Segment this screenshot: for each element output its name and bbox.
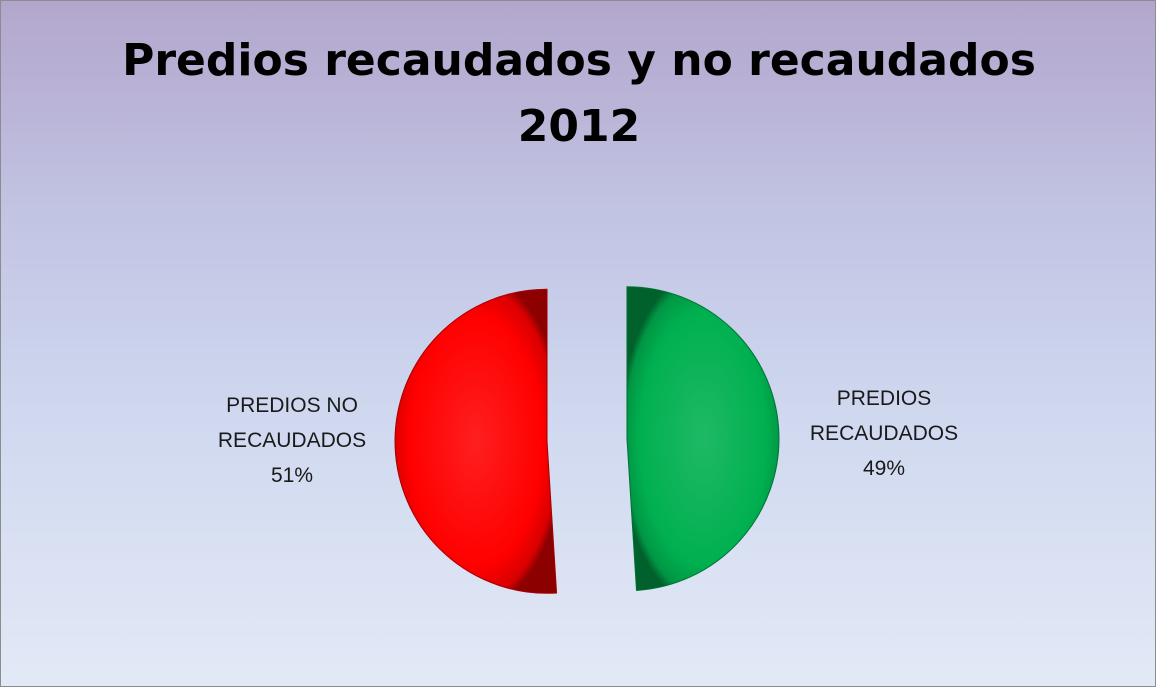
- slice-label-line: RECAUDADOS: [810, 422, 958, 445]
- slice-percent: 49%: [863, 457, 905, 480]
- chart-title-line-1: Predios recaudados y no recaudados: [122, 35, 1036, 86]
- slice-label-line: RECAUDADOS: [218, 429, 366, 452]
- chart-title-line-2: 2012: [517, 101, 641, 152]
- slice-percent: 51%: [271, 464, 313, 487]
- slice-label-no-recaudados: PREDIOS NO RECAUDADOS 51%: [218, 394, 366, 487]
- pie-slice-recaudados: [626, 286, 780, 591]
- slice-label-line: PREDIOS NO: [226, 394, 358, 417]
- pie-slice-no-recaudados: [394, 288, 558, 594]
- slice-label-recaudados: PREDIOS RECAUDADOS 49%: [810, 387, 958, 480]
- chart-title: Predios recaudados y no recaudados 2012: [0, 28, 1158, 160]
- slice-label-line: PREDIOS: [837, 387, 932, 410]
